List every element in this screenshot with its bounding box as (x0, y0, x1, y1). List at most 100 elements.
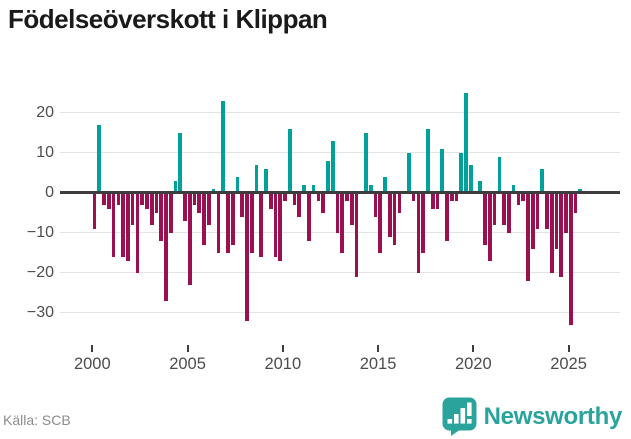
bar-negative (559, 192, 564, 277)
newsworthy-wordmark: Newsworthy (483, 402, 623, 430)
gridline (60, 272, 620, 273)
bar-negative (202, 192, 206, 245)
bar-positive (178, 132, 183, 193)
bar-negative (316, 192, 321, 201)
bar-positive (326, 160, 330, 193)
y-axis-label: 20 (36, 103, 54, 121)
bar-negative (135, 192, 140, 273)
bar-negative (283, 192, 287, 201)
bar-negative (411, 192, 416, 201)
x-axis-label: 2005 (169, 355, 206, 373)
bar-negative (392, 192, 397, 245)
bar-negative (321, 192, 325, 213)
bar-negative (259, 192, 264, 257)
bar-positive (511, 184, 516, 193)
chart-title: Födelseöverskott i Klippan (8, 4, 328, 34)
bar-negative (149, 192, 154, 225)
bar-negative (335, 192, 340, 233)
bar-negative (340, 192, 345, 253)
x-axis-label: 2015 (359, 355, 397, 373)
bar-negative (573, 192, 578, 213)
x-axis-tick (91, 345, 94, 352)
bar-positive (478, 180, 483, 193)
bar-negative (226, 192, 230, 253)
bar-positive (302, 184, 306, 193)
bar-negative (568, 192, 573, 325)
bar-negative (145, 192, 149, 209)
bar-negative (278, 192, 283, 261)
y-axis-label: 0 (45, 183, 54, 201)
bar-negative (435, 192, 440, 209)
x-axis-label: 2020 (454, 355, 492, 373)
bar-negative (159, 192, 164, 241)
bar-negative (507, 192, 511, 233)
y-axis-label: −30 (26, 303, 54, 321)
bar-negative (378, 192, 383, 253)
bar-negative (530, 192, 535, 249)
y-axis-label: −20 (26, 263, 54, 281)
bar-negative (183, 192, 187, 221)
bar-negative (487, 192, 492, 261)
x-axis-label: 2000 (73, 355, 111, 373)
bar-negative (387, 192, 392, 237)
bar-negative (554, 192, 559, 249)
bar-negative (307, 192, 311, 241)
bar-negative (526, 192, 530, 281)
x-axis-tick (567, 345, 570, 352)
bar-positive (497, 156, 502, 193)
x-axis-tick (186, 345, 189, 352)
bar-positive (254, 164, 259, 193)
bar-negative (187, 192, 192, 285)
bar-positive (264, 168, 268, 193)
bar-positive (221, 100, 225, 193)
bar-negative (268, 192, 273, 209)
bar-negative (416, 192, 421, 273)
bar-positive (287, 128, 292, 193)
bar-positive (173, 180, 178, 193)
bar-negative (130, 192, 135, 225)
newsworthy-logo: Newsworthy (442, 397, 622, 436)
bar-negative (349, 192, 354, 225)
bar-negative (354, 192, 359, 277)
bar-negative (92, 192, 97, 229)
x-axis-label: 2025 (550, 355, 587, 373)
gridline (60, 152, 620, 153)
x-axis-label: 2010 (264, 355, 302, 373)
bar-negative (111, 192, 116, 257)
bar-negative (492, 192, 497, 225)
bar-negative (154, 192, 159, 213)
bar-negative (121, 192, 125, 257)
bar-negative (292, 192, 297, 205)
bar-negative (207, 192, 211, 225)
bar-positive (97, 124, 102, 193)
bar-negative (345, 192, 349, 201)
bar-negative (102, 192, 106, 205)
x-axis-tick (472, 345, 475, 352)
bar-negative (502, 192, 506, 225)
bar-negative (140, 192, 144, 205)
bar-positive (330, 140, 335, 193)
bar-positive (464, 92, 468, 193)
bar-negative (164, 192, 168, 301)
bar-negative (245, 192, 249, 321)
bar-negative (197, 192, 202, 213)
bar-negative (454, 192, 459, 201)
gridline (60, 312, 620, 313)
bar-negative (397, 192, 402, 213)
bar-negative (240, 192, 245, 217)
gridline (60, 112, 620, 113)
bar-negative (445, 192, 449, 241)
bar-negative (230, 192, 235, 245)
bar-negative (126, 192, 130, 261)
bar-positive (426, 128, 430, 193)
bar-positive (540, 168, 545, 193)
bar-negative (421, 192, 425, 253)
bar-negative (516, 192, 521, 205)
bar-negative (249, 192, 254, 253)
source-label: Källa: SCB (3, 412, 71, 428)
bar-negative (192, 192, 197, 205)
bar-negative (521, 192, 525, 201)
bar-negative (545, 192, 549, 229)
bar-negative (564, 192, 568, 233)
